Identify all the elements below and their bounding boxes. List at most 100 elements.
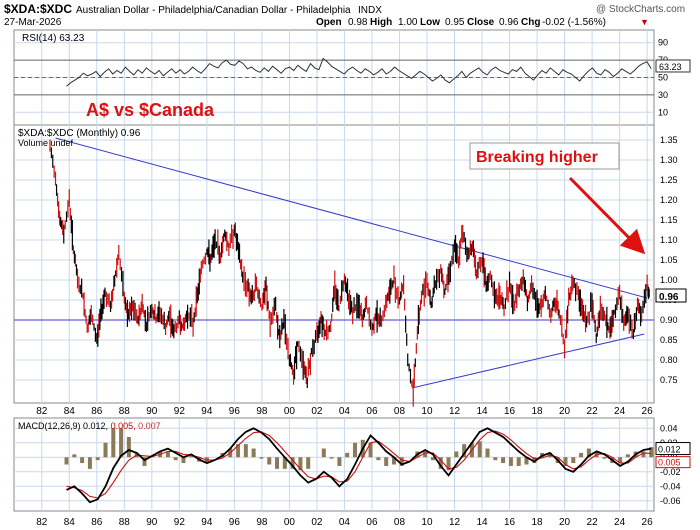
- macd-tick-label: -0.04: [660, 481, 681, 491]
- macd-histogram-bar: [111, 428, 116, 458]
- x-tick-label: 00: [284, 406, 296, 417]
- open-label: Open: [316, 17, 342, 28]
- macd-histogram-bar: [267, 457, 272, 465]
- x-tick-label: 96: [229, 406, 241, 417]
- macd-histogram-bar: [438, 457, 443, 469]
- macd-histogram-bar: [501, 457, 506, 464]
- high-value: 1.00: [398, 17, 418, 28]
- macd-last-badge: [655, 442, 691, 456]
- macd-histogram-bar: [625, 454, 630, 458]
- macd-histogram-bar: [423, 451, 428, 458]
- macd-histogram-bar: [306, 457, 311, 469]
- x-tick-label: 08: [394, 406, 406, 417]
- price-tick-label: 1.10: [660, 235, 678, 245]
- macd-histogram-bar: [376, 457, 381, 461]
- price-tick-label: 0.85: [660, 335, 678, 345]
- x-tick-label-bottom: 98: [256, 517, 268, 528]
- close-label: Close: [467, 17, 495, 28]
- macd-histogram-bar: [80, 457, 85, 464]
- signal-last-badge: [655, 456, 691, 469]
- macd-histogram-bar: [602, 457, 607, 459]
- trendline: [411, 333, 645, 389]
- rsi-last-value: 63.23: [659, 62, 682, 72]
- x-tick-label: 82: [36, 406, 48, 417]
- macd-histogram-bar: [563, 457, 568, 466]
- macd-histogram-bar: [103, 442, 108, 458]
- macd-histogram-bar: [290, 457, 295, 469]
- price-tick-label: 1.30: [660, 155, 678, 165]
- rsi-tick-label: 10: [658, 107, 668, 117]
- close-value: 0.96: [499, 17, 519, 28]
- rsi-line: [66, 57, 652, 87]
- price-tick-label: 1.00: [660, 275, 678, 285]
- x-tick-label-bottom: 26: [642, 517, 654, 528]
- macd-histogram-bar: [64, 457, 69, 465]
- macd-histogram-bar: [275, 457, 280, 469]
- price-last-value: 0.96: [659, 292, 679, 303]
- chg-down-arrow-icon: ▼: [640, 17, 649, 27]
- rsi-tick-label: 50: [658, 73, 668, 83]
- price-tick-label: 1.35: [660, 135, 678, 145]
- x-tick-label-bottom: 00: [284, 517, 296, 528]
- x-tick-label-bottom: 86: [91, 517, 103, 528]
- macd-histogram-bar: [126, 436, 131, 458]
- macd-tick-label: -0.06: [660, 496, 681, 506]
- header-date: 27-Mar-2026: [4, 17, 62, 28]
- x-tick-label: 94: [201, 406, 213, 417]
- x-tick-label-bottom: 84: [64, 517, 76, 528]
- x-tick-label: 14: [476, 406, 488, 417]
- macd-line: [66, 427, 652, 504]
- x-tick-label-bottom: 20: [559, 517, 571, 528]
- low-label: Low: [420, 17, 440, 28]
- macd-histogram-bar: [477, 441, 482, 458]
- price-tick-label: 1.15: [660, 215, 678, 225]
- macd-histogram-bar: [119, 428, 124, 458]
- macd-histogram-bar: [641, 451, 646, 458]
- volume-legend: Volume undef: [18, 138, 74, 148]
- price-tick-label: 0.80: [660, 355, 678, 365]
- x-tick-label-bottom: 10: [421, 517, 433, 528]
- x-tick-label: 04: [339, 406, 351, 417]
- x-tick-label-bottom: 18: [531, 517, 543, 528]
- rsi-tick-label: 30: [658, 90, 668, 100]
- x-tick-label: 24: [614, 406, 626, 417]
- macd-histogram-bar: [649, 447, 654, 458]
- macd-histogram-bar: [532, 457, 537, 464]
- rsi-tick-label: 90: [658, 38, 668, 48]
- open-value: 0.98: [348, 17, 368, 28]
- macd-histogram-bar: [352, 442, 357, 458]
- annotation-arrow: [568, 176, 646, 255]
- x-tick-label-bottom: 96: [229, 517, 241, 528]
- macd-histogram-bar: [298, 457, 303, 471]
- macd-histogram-bar: [259, 457, 264, 459]
- macd-histogram-bar: [462, 444, 467, 458]
- x-tick-label-bottom: 04: [339, 517, 351, 528]
- macd-histogram-bar: [524, 457, 529, 465]
- x-tick-label: 22: [587, 406, 599, 417]
- x-tick-label: 20: [559, 406, 571, 417]
- rsi-last-badge: [655, 59, 691, 73]
- high-label: High: [370, 17, 392, 28]
- macd-histogram-bar: [516, 457, 521, 466]
- price-panel: [13, 124, 655, 404]
- macd-histogram-bar: [586, 448, 591, 458]
- x-tick-label-bottom: 88: [119, 517, 131, 528]
- x-tick-label-bottom: 12: [449, 517, 461, 528]
- macd-tick-label: -0.02: [660, 467, 681, 477]
- low-value: 0.95: [445, 17, 465, 28]
- macd-histogram-bar: [391, 457, 396, 465]
- macd-histogram-bar: [384, 457, 389, 466]
- x-tick-label: 10: [421, 406, 433, 417]
- price-tick-label: 1.20: [660, 195, 678, 205]
- macd-histogram-bar: [399, 457, 404, 466]
- price-tick-label: 1.25: [660, 175, 678, 185]
- x-tick-label-bottom: 82: [36, 517, 48, 528]
- macd-histogram-bar: [282, 457, 287, 469]
- x-tick-label: 92: [174, 406, 186, 417]
- price-last-badge: [655, 288, 687, 303]
- x-tick-label: 02: [311, 406, 323, 417]
- x-tick-label-bottom: 06: [366, 517, 378, 528]
- price-tick-label: 1.05: [660, 255, 678, 265]
- x-tick-label-bottom: 02: [311, 517, 323, 528]
